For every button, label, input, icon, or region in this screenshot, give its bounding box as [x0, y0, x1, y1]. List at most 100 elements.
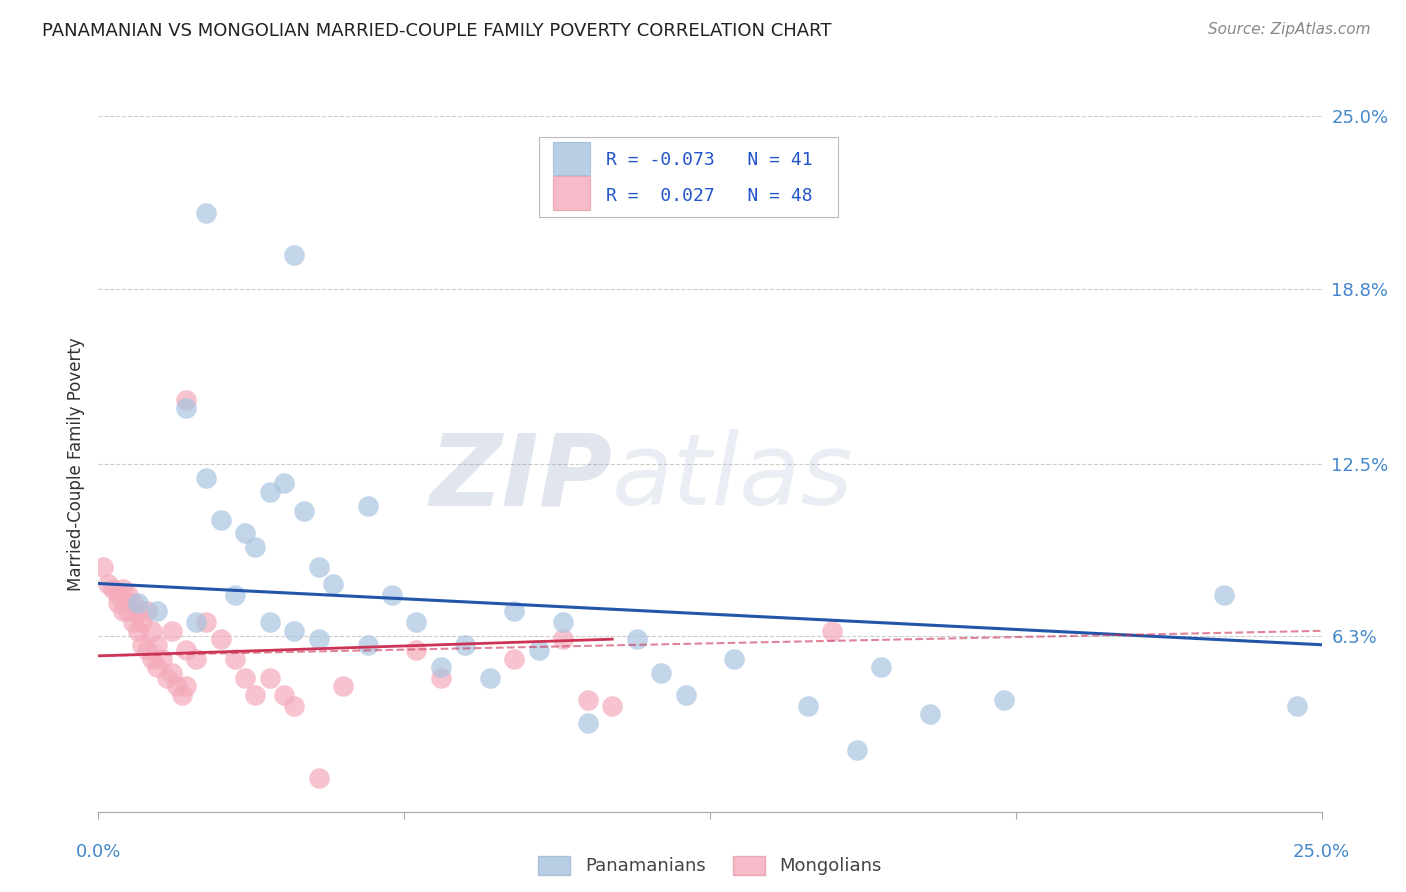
- Point: [146, 604, 169, 618]
- Point: [176, 401, 198, 416]
- Point: [127, 624, 149, 638]
- Point: [430, 660, 453, 674]
- Point: [176, 643, 198, 657]
- Point: [576, 715, 599, 730]
- Point: [356, 499, 378, 513]
- Point: [675, 688, 697, 702]
- Point: [1286, 698, 1309, 713]
- Point: [91, 559, 114, 574]
- Point: [136, 604, 159, 618]
- Legend: Panamanians, Mongolians: Panamanians, Mongolians: [530, 849, 890, 883]
- Point: [600, 698, 623, 713]
- Point: [993, 693, 1015, 707]
- Point: [136, 643, 159, 657]
- Bar: [554, 142, 591, 175]
- Point: [308, 772, 330, 786]
- Point: [111, 582, 134, 596]
- Text: PANAMANIAN VS MONGOLIAN MARRIED-COUPLE FAMILY POVERTY CORRELATION CHART: PANAMANIAN VS MONGOLIAN MARRIED-COUPLE F…: [42, 22, 832, 40]
- Text: 25.0%: 25.0%: [1294, 843, 1350, 861]
- Point: [141, 624, 163, 638]
- Point: [478, 671, 501, 685]
- Point: [121, 596, 143, 610]
- Point: [131, 615, 153, 630]
- Point: [127, 596, 149, 610]
- Point: [176, 680, 198, 694]
- Point: [195, 206, 218, 220]
- Point: [146, 660, 169, 674]
- Point: [170, 688, 193, 702]
- Text: Source: ZipAtlas.com: Source: ZipAtlas.com: [1208, 22, 1371, 37]
- Point: [283, 698, 305, 713]
- Point: [209, 512, 232, 526]
- Point: [107, 588, 129, 602]
- Point: [195, 615, 218, 630]
- Point: [195, 471, 218, 485]
- Point: [322, 576, 344, 591]
- Point: [626, 632, 648, 647]
- Point: [160, 624, 183, 638]
- Point: [166, 680, 188, 694]
- Point: [576, 693, 599, 707]
- Point: [141, 651, 163, 665]
- Text: atlas: atlas: [612, 429, 853, 526]
- Point: [405, 643, 427, 657]
- Point: [553, 632, 575, 647]
- Point: [527, 643, 550, 657]
- Point: [273, 688, 295, 702]
- Point: [797, 698, 820, 713]
- Point: [845, 743, 868, 757]
- Y-axis label: Married-Couple Family Poverty: Married-Couple Family Poverty: [66, 337, 84, 591]
- Text: ZIP: ZIP: [429, 429, 612, 526]
- Point: [146, 638, 169, 652]
- Bar: [554, 177, 591, 210]
- Point: [117, 588, 139, 602]
- Point: [332, 680, 354, 694]
- Point: [259, 671, 281, 685]
- Point: [101, 582, 124, 596]
- Point: [308, 632, 330, 647]
- Point: [920, 707, 942, 722]
- Point: [243, 541, 266, 555]
- FancyBboxPatch shape: [538, 136, 838, 217]
- Point: [107, 596, 129, 610]
- Point: [224, 588, 246, 602]
- Point: [111, 604, 134, 618]
- Point: [176, 392, 198, 407]
- Point: [381, 588, 404, 602]
- Point: [503, 651, 526, 665]
- Point: [292, 504, 315, 518]
- Point: [259, 484, 281, 499]
- Point: [150, 651, 173, 665]
- Point: [97, 576, 120, 591]
- Point: [430, 671, 453, 685]
- Text: 0.0%: 0.0%: [76, 843, 121, 861]
- Point: [186, 651, 208, 665]
- Point: [405, 615, 427, 630]
- Point: [283, 624, 305, 638]
- Point: [131, 638, 153, 652]
- Text: R =  0.027   N = 48: R = 0.027 N = 48: [606, 187, 813, 205]
- Point: [156, 671, 179, 685]
- Point: [273, 476, 295, 491]
- Point: [1212, 588, 1234, 602]
- Point: [723, 651, 745, 665]
- Point: [553, 615, 575, 630]
- Point: [356, 638, 378, 652]
- Point: [243, 688, 266, 702]
- Point: [121, 615, 143, 630]
- Point: [454, 638, 477, 652]
- Point: [233, 671, 256, 685]
- Point: [821, 624, 844, 638]
- Point: [870, 660, 893, 674]
- Point: [503, 604, 526, 618]
- Point: [209, 632, 232, 647]
- Point: [127, 604, 149, 618]
- Point: [233, 526, 256, 541]
- Point: [308, 559, 330, 574]
- Point: [160, 665, 183, 680]
- Point: [283, 248, 305, 262]
- Point: [224, 651, 246, 665]
- Point: [650, 665, 672, 680]
- Point: [259, 615, 281, 630]
- Point: [117, 604, 139, 618]
